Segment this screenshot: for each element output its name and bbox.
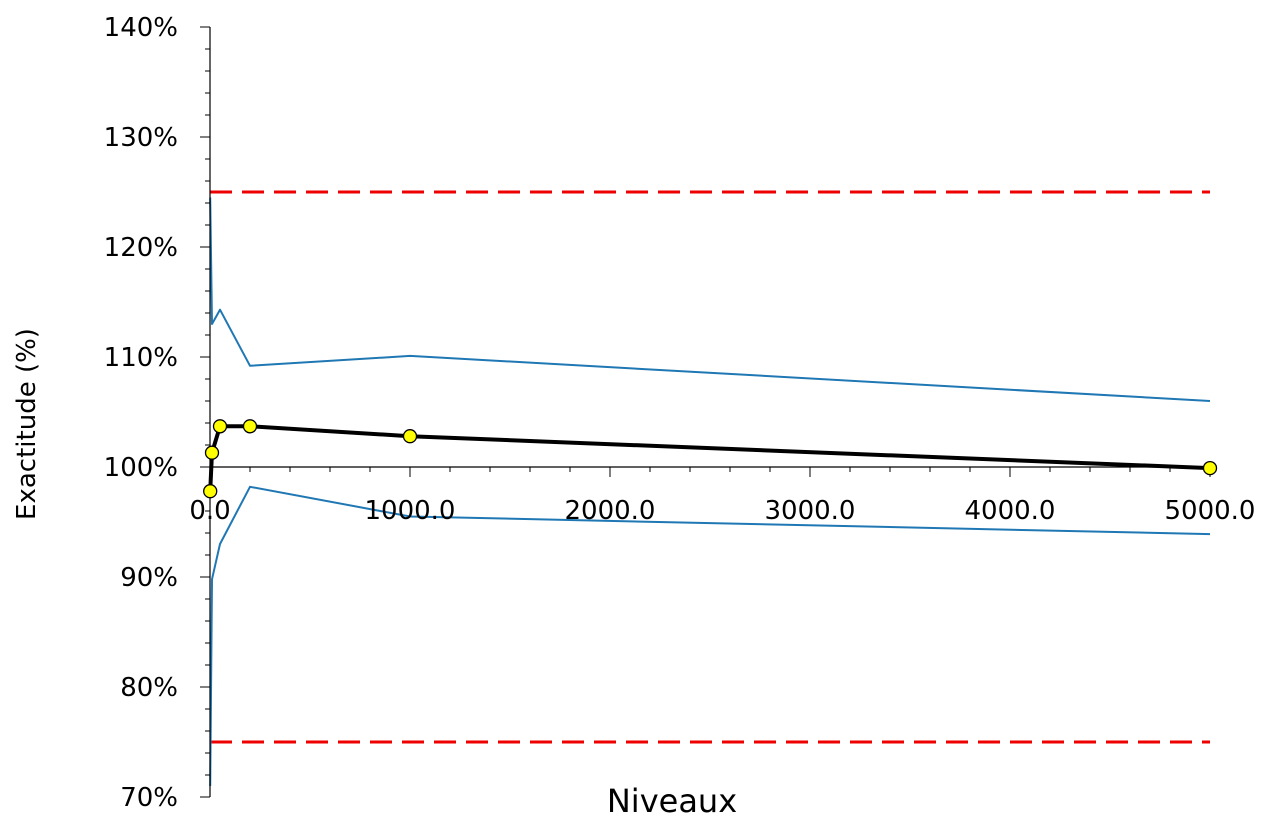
y-tick-label: 80% <box>120 673 178 703</box>
x-axis-title: Niveaux <box>607 782 737 814</box>
ticks <box>200 26 1211 798</box>
main-data-point <box>1202 460 1218 476</box>
x-tick-label: 2000.0 <box>565 496 656 526</box>
y-tick-label: 130% <box>104 123 178 153</box>
bound-lines <box>209 197 1211 787</box>
x-tick-label: 4000.0 <box>965 496 1056 526</box>
x-tick-label: 1000.0 <box>365 496 456 526</box>
y-tick-label: 140% <box>104 13 178 43</box>
main-series <box>203 419 1218 499</box>
axes <box>209 27 1210 797</box>
main-data-point <box>204 445 220 460</box>
y-tick-label: 90% <box>120 563 178 593</box>
limit-lines <box>210 190 1210 744</box>
x-tick-label: 5000.0 <box>1165 496 1256 526</box>
y-tick-label: 110% <box>104 343 178 373</box>
main-data-point <box>242 419 258 434</box>
x-tick-label: 0.0 <box>189 496 230 526</box>
y-tick-label: 120% <box>104 233 178 263</box>
y-axis-title: Exactitude (%) <box>12 328 42 520</box>
main-data-point <box>402 429 418 444</box>
main-data-point <box>203 484 218 499</box>
lower-bound-line <box>209 485 1211 787</box>
y-tick-label: 70% <box>120 783 178 813</box>
x-tick-label: 3000.0 <box>765 496 856 526</box>
main-line <box>208 424 1211 492</box>
main-data-point <box>212 419 228 434</box>
tick-labels: 70% 80% 90% 100% 110% 120% 130% 140% 0.0 1000.0 20… <box>104 13 1256 813</box>
y-tick-label: 100% <box>104 453 178 483</box>
upper-bound-line <box>209 197 1211 402</box>
